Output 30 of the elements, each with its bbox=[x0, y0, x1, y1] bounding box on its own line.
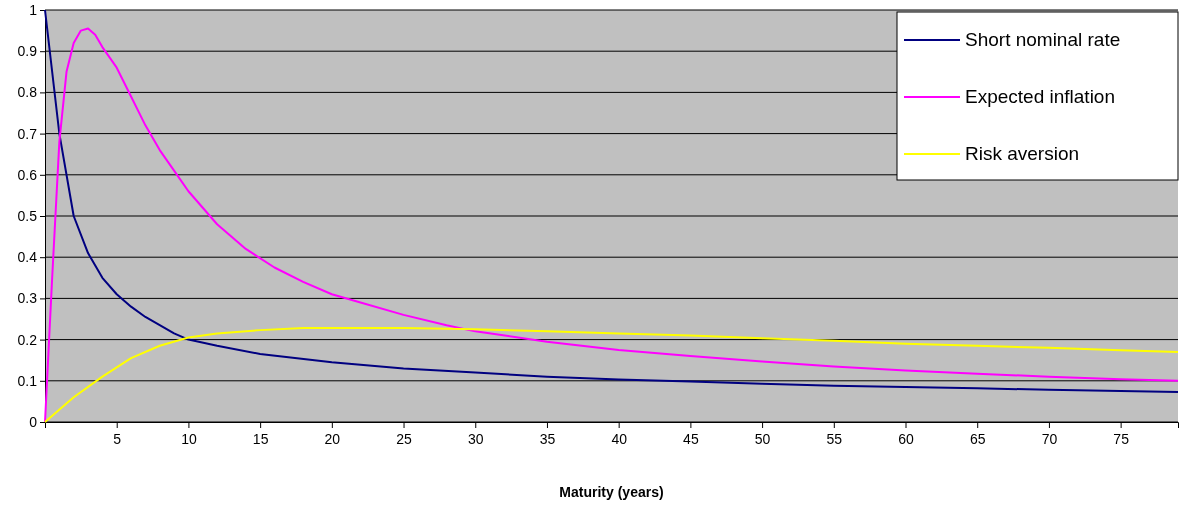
x-tick-label: 45 bbox=[683, 430, 699, 447]
y-tick-label: 0.4 bbox=[17, 249, 38, 266]
x-tick-label: 25 bbox=[396, 430, 413, 447]
y-tick-label: 0.8 bbox=[17, 84, 38, 101]
x-axis-title: Maturity (years) bbox=[559, 484, 664, 500]
x-tick-label: 35 bbox=[539, 430, 556, 447]
legend-label: Short nominal rate bbox=[965, 29, 1121, 50]
y-tick-label: 0.9 bbox=[17, 43, 38, 60]
x-tick-label: 50 bbox=[754, 430, 771, 447]
x-tick-label: 15 bbox=[252, 430, 269, 447]
x-tick-label: 55 bbox=[826, 430, 843, 447]
legend-label: Expected inflation bbox=[965, 86, 1115, 107]
y-tick-label: 0.1 bbox=[17, 372, 38, 389]
y-tick-label: 0.2 bbox=[17, 331, 38, 348]
x-tick-label: 70 bbox=[1041, 430, 1058, 447]
y-tick-label: 1 bbox=[29, 1, 38, 18]
x-tick-label: 60 bbox=[898, 430, 914, 447]
y-tick-label: 0.3 bbox=[17, 290, 38, 307]
x-tick-label: 75 bbox=[1113, 430, 1130, 447]
x-tick-label: 20 bbox=[324, 430, 341, 447]
x-tick-label: 65 bbox=[969, 430, 986, 447]
x-tick-label: 30 bbox=[467, 430, 484, 447]
x-tick-label: 10 bbox=[181, 430, 197, 447]
x-tick-label: 5 bbox=[113, 430, 122, 447]
y-tick-label: 0 bbox=[29, 413, 38, 430]
y-tick-label: 0.6 bbox=[17, 166, 38, 183]
y-tick-label: 0.7 bbox=[17, 125, 38, 142]
legend-label: Risk aversion bbox=[965, 143, 1080, 164]
x-tick-label: 40 bbox=[611, 430, 628, 447]
y-tick-label: 0.5 bbox=[17, 207, 38, 224]
